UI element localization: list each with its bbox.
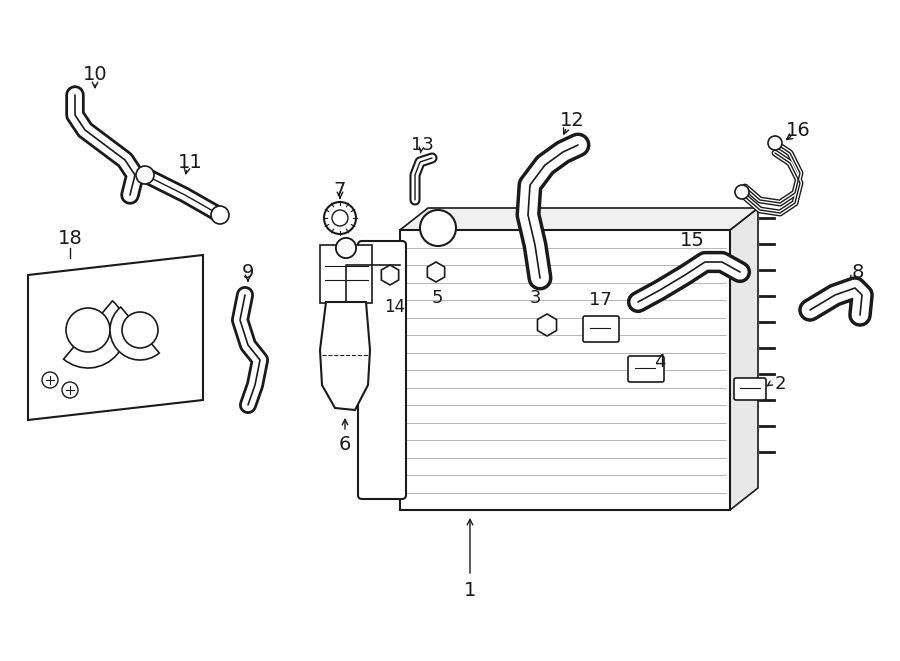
FancyBboxPatch shape (583, 316, 619, 342)
Text: 9: 9 (242, 262, 254, 282)
Circle shape (420, 210, 456, 246)
Text: 13: 13 (410, 136, 434, 154)
Text: 2: 2 (774, 375, 786, 393)
Text: 15: 15 (680, 231, 705, 249)
Circle shape (42, 372, 58, 388)
Text: 7: 7 (334, 180, 346, 200)
Wedge shape (110, 307, 159, 360)
Text: 12: 12 (560, 110, 584, 130)
Polygon shape (28, 255, 203, 420)
Circle shape (324, 202, 356, 234)
Text: 14: 14 (384, 298, 406, 316)
Circle shape (336, 238, 356, 258)
Polygon shape (730, 208, 758, 510)
FancyBboxPatch shape (734, 378, 766, 400)
FancyBboxPatch shape (358, 241, 406, 499)
Text: 5: 5 (431, 289, 443, 307)
Text: 8: 8 (851, 262, 864, 282)
Circle shape (66, 308, 110, 352)
Circle shape (62, 382, 78, 398)
Circle shape (211, 206, 229, 224)
Polygon shape (400, 208, 758, 230)
Circle shape (136, 166, 154, 184)
Circle shape (735, 185, 749, 199)
Text: 10: 10 (83, 65, 107, 85)
Text: 6: 6 (338, 436, 351, 455)
Text: 3: 3 (529, 289, 541, 307)
Text: 1: 1 (464, 580, 476, 600)
Circle shape (768, 136, 782, 150)
FancyBboxPatch shape (628, 356, 664, 382)
Circle shape (122, 312, 158, 348)
Text: 17: 17 (589, 291, 611, 309)
Bar (320, 245, 372, 303)
Text: 11: 11 (177, 153, 202, 171)
Wedge shape (64, 301, 126, 368)
Text: 18: 18 (58, 229, 83, 247)
Text: 16: 16 (786, 120, 810, 139)
Circle shape (336, 238, 356, 258)
Text: 4: 4 (654, 353, 666, 371)
Bar (400, 230, 730, 510)
Polygon shape (320, 302, 370, 410)
Circle shape (332, 210, 348, 226)
